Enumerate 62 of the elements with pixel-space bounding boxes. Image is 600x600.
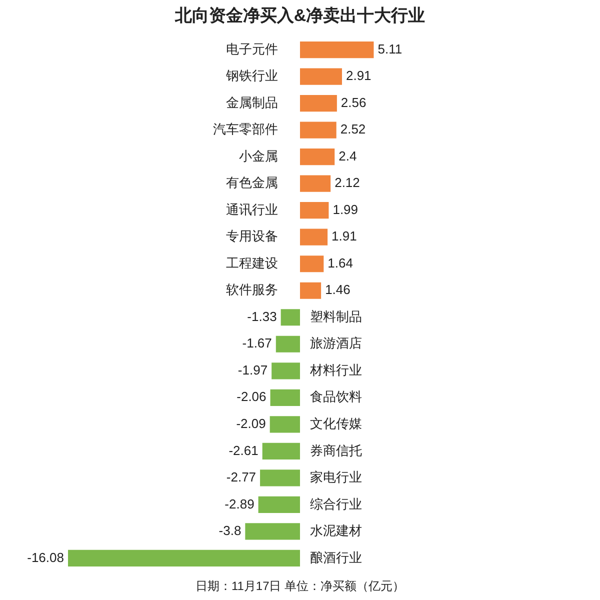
y-tick-label: 软件服务 [226,282,278,298]
data-label: 1.99 [332,202,358,217]
data-label: -2.89 [224,496,254,512]
y-tick-label: 电子元件 [226,41,278,56]
y-tick-label: 酿酒行业 [310,550,362,565]
data-label: -3.8 [218,523,242,538]
y-tick-label: 专用设备 [226,228,278,244]
bar [300,175,331,192]
bar [272,362,300,380]
text: 日期：11月17日 单位：净买额（亿元） [195,579,405,594]
bar [258,496,300,513]
bar [280,309,300,326]
data-label: 1.46 [325,282,350,298]
bar [300,122,336,138]
data-label: 2.56 [340,94,366,110]
bar [300,202,329,219]
data-label: -1.67 [242,336,272,351]
bar [300,256,324,272]
y-tick-label: 水泥建材 [310,523,362,538]
bar [300,282,322,299]
bar [300,68,342,85]
y-tick-label: 文化传媒 [310,416,362,431]
y-tick-label: 钢铁行业 [225,68,278,84]
y-tick-label: 汽车零部件 [213,122,278,137]
bar [300,95,337,112]
data-label: 5.11 [378,41,402,56]
y-tick-label: 券商信托 [310,442,362,458]
y-tick-label: 通讯行业 [226,202,278,217]
data-label: -1.97 [238,362,268,378]
y-tick-label: 小金属 [239,148,278,164]
data-label: 1.91 [332,228,357,244]
data-label: -2.09 [236,416,266,431]
bar [245,523,300,540]
bar [270,389,300,406]
y-tick-label: 家电行业 [310,470,362,485]
bar [300,228,328,246]
bar [260,470,300,486]
y-tick-label: 金属制品 [226,94,278,110]
bar [262,442,300,460]
y-tick-label: 塑料制品 [310,308,362,324]
data-label: 1.64 [328,255,353,270]
data-label: 2.4 [338,148,357,164]
y-tick-label: 材料行业 [309,362,362,378]
data-label: -2.77 [226,470,256,485]
bar [300,41,374,58]
y-tick-label: 工程建设 [226,255,278,270]
data-label: -2.06 [236,389,266,404]
data-label: 2.12 [334,175,360,190]
bar [68,550,300,567]
bar [270,416,300,433]
y-tick-label: 食品饮料 [310,389,362,404]
y-tick-label: 旅游酒店 [310,336,362,351]
data-label: -1.33 [247,308,277,324]
data-label: 2.91 [346,68,372,84]
bar [300,148,335,166]
data-label: -16.08 [27,550,64,565]
data-label: -2.61 [228,442,258,458]
bar [276,336,300,352]
data-label: 2.52 [340,122,366,137]
chart-title: 北向资金净买入&净卖出十大行业 [174,6,426,25]
y-tick-label: 有色金属 [226,175,278,190]
y-tick-label: 综合行业 [310,496,362,512]
